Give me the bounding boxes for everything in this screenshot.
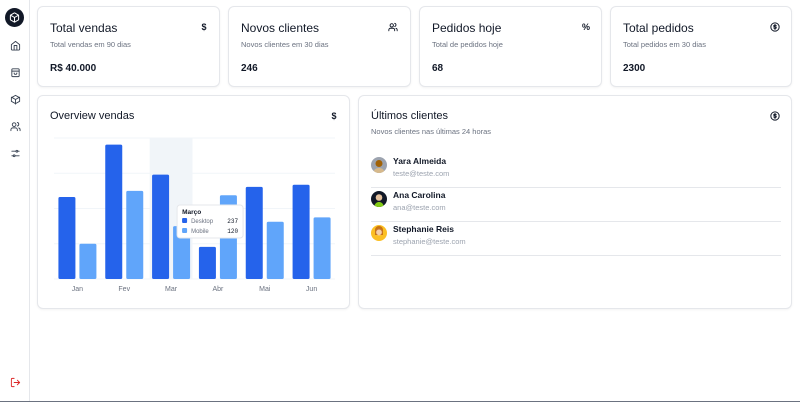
dollar-icon: $ (201, 22, 207, 32)
tooltip-label: Mobile (191, 229, 209, 235)
clients-card: Últimos clientes Novos clientes nas últi… (358, 95, 792, 309)
avatar (371, 157, 387, 173)
bar-mobile (173, 226, 191, 279)
x-tick-label: Mar (165, 286, 178, 293)
stat-subtitle: Novos clientes em 30 dias (241, 40, 329, 49)
bar-desktop (292, 184, 310, 279)
avatar (371, 225, 387, 241)
stat-subtitle: Total de pedidos hoje (432, 40, 503, 49)
avatar (371, 191, 387, 207)
client-row[interactable]: Stephanie Reis stephanie@teste.com (371, 222, 781, 256)
x-tick-label: Jan (72, 286, 83, 293)
sidebar (0, 0, 30, 401)
package-icon[interactable] (8, 92, 22, 106)
bar-mobile (313, 217, 331, 279)
tooltip-title: Março (182, 209, 201, 216)
percent-icon: % (581, 22, 590, 32)
stat-card-novos-clientes: Novos clientes Novos clientes em 30 dias… (228, 6, 411, 87)
stat-value: R$ 40.000 (50, 63, 97, 74)
client-row[interactable]: Ana Carolina ana@teste.com (371, 188, 781, 222)
x-tick-label: Abr (212, 286, 224, 293)
tooltip-swatch (182, 218, 188, 223)
overview-card: Overview vendas $ Jan Fev Mar Abr Mai Jun Març… (37, 95, 350, 309)
logout-icon[interactable] (8, 375, 22, 389)
stat-subtitle: Total vendas em 90 dias (50, 40, 131, 49)
bar-desktop (245, 186, 263, 279)
logo-icon[interactable] (5, 8, 24, 27)
stat-title: Novos clientes (241, 21, 320, 35)
dollar-icon: $ (331, 111, 337, 121)
overview-title: Overview vendas (50, 110, 135, 122)
client-row[interactable]: Yara Almeida teste@teste.com (371, 154, 781, 188)
client-email: teste@teste.com (393, 169, 450, 178)
stat-value: 2300 (623, 63, 646, 74)
users-icon (387, 21, 399, 33)
client-email: ana@teste.com (393, 203, 446, 212)
stat-title: Total vendas (50, 21, 118, 35)
client-name: Yara Almeida (393, 156, 447, 166)
users-icon[interactable] (8, 119, 22, 133)
client-name: Stephanie Reis (393, 224, 454, 234)
clients-title: Últimos clientes (371, 110, 449, 122)
settings-sliders-icon[interactable] (8, 146, 22, 160)
stat-title: Pedidos hoje (432, 21, 502, 35)
stat-value: 68 (432, 63, 444, 74)
tooltip-box (176, 204, 244, 239)
tooltip-value: 237 (227, 218, 238, 225)
bar-mobile (266, 221, 284, 279)
stat-card-total-pedidos: Total pedidos Total pedidos em 30 dias 2… (610, 6, 792, 87)
bar-desktop (152, 174, 170, 279)
stat-subtitle: Total pedidos em 30 dias (623, 40, 706, 49)
tooltip-swatch (182, 228, 188, 233)
stat-value: 246 (241, 63, 258, 74)
chart-tooltip: Março Desktop 237 Mobile 120 (176, 204, 244, 239)
tooltip-value: 120 (227, 228, 238, 235)
x-tick-label: Fev (118, 286, 130, 293)
tooltip-label: Desktop (191, 219, 214, 225)
client-name: Ana Carolina (393, 190, 446, 200)
bar-mobile (79, 243, 97, 279)
client-email: stephanie@teste.com (393, 237, 466, 246)
dollar-circle-icon (769, 21, 781, 33)
main-content: Total vendas $ Total vendas em 90 dias R… (30, 0, 800, 401)
bar-chart: Jan Fev Mar Abr Mai Jun Março Desktop 237 Mobile 1… (54, 137, 335, 293)
clients-subtitle: Novos clientes nas últimas 24 horas (371, 127, 492, 136)
stat-title: Total pedidos (623, 21, 694, 35)
bar-mobile (126, 190, 144, 279)
bar-desktop (198, 246, 216, 279)
dollar-circle-icon (769, 110, 781, 122)
bar-desktop (58, 197, 76, 279)
x-tick-label: Mai (259, 286, 271, 293)
stat-card-pedidos-hoje: Pedidos hoje % Total de pedidos hoje 68 (419, 6, 602, 87)
home-icon[interactable] (8, 38, 22, 52)
shopping-bag-icon[interactable] (8, 65, 22, 79)
bar-desktop (105, 144, 123, 279)
x-tick-label: Jun (306, 286, 317, 293)
stat-card-total-vendas: Total vendas $ Total vendas em 90 dias R… (37, 6, 220, 87)
